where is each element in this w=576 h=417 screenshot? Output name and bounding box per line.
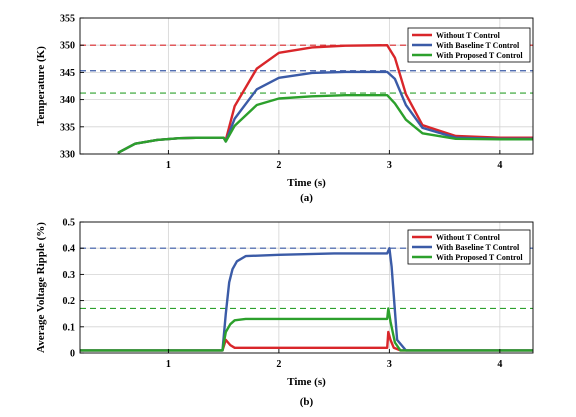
- legend-label-1: With Baseline T Control: [436, 41, 520, 50]
- y-tick-label: 330: [60, 150, 75, 161]
- legend-label-0: Without T Control: [436, 31, 501, 40]
- axes-frame: [79, 221, 534, 354]
- x-tick-label: 2: [276, 160, 281, 171]
- chart-temperature: 1 2 3 4 330 335 340 345 350 355 Time (s) Temperatur…: [35, 14, 534, 204]
- series-line-2: [117, 94, 533, 154]
- series-line-1: [117, 70, 533, 154]
- y-tick-label: 355: [60, 14, 75, 25]
- y-tick-label: 335: [60, 122, 75, 133]
- y-tick-label: 0.5: [63, 218, 76, 229]
- y-tick-label: 350: [60, 41, 75, 52]
- legend-label-1: With Baseline T Control: [436, 243, 520, 252]
- x-tick-label: 1: [166, 160, 171, 171]
- y-tick-label: 0.3: [63, 270, 76, 281]
- y-axis-label: Temperature (K): [35, 46, 47, 126]
- chart-voltage-ripple: 1 2 3 4 0 0.1 0.2 0.3 0.4 0.5 Time (s) Average Volt…: [35, 218, 534, 408]
- legend-label-0: Without T Control: [436, 233, 501, 242]
- y-tick-label: 340: [60, 95, 75, 106]
- y-tick-label: 0: [70, 349, 75, 360]
- x-tick-label: 3: [387, 359, 392, 370]
- y-tick-label: 0.1: [63, 322, 76, 333]
- x-tick-label: 4: [497, 160, 502, 171]
- legend-label-2: With Proposed T Control: [436, 51, 523, 60]
- legend-label-2: With Proposed T Control: [436, 253, 523, 262]
- x-axis-label: Time (s): [287, 376, 326, 388]
- x-tick-label: 3: [387, 160, 392, 171]
- plot-area: [80, 44, 533, 154]
- panel-label: (a): [300, 192, 313, 204]
- axes-frame: [79, 17, 534, 155]
- plot-area: [80, 247, 533, 352]
- y-tick-label: 0.2: [63, 296, 76, 307]
- x-tick-label: 4: [497, 359, 502, 370]
- panel-label: (b): [300, 396, 314, 408]
- y-axis-label: Average Voltage Ripple (%): [35, 222, 47, 353]
- y-tick-label: 0.4: [63, 244, 76, 255]
- x-axis-label: Time (s): [287, 177, 326, 189]
- series-line-0: [80, 330, 533, 352]
- x-tick-label: 1: [166, 359, 171, 370]
- x-tick-label: 2: [276, 359, 281, 370]
- series-line-2: [80, 307, 533, 352]
- series-line-1: [80, 247, 533, 352]
- y-tick-label: 345: [60, 68, 75, 79]
